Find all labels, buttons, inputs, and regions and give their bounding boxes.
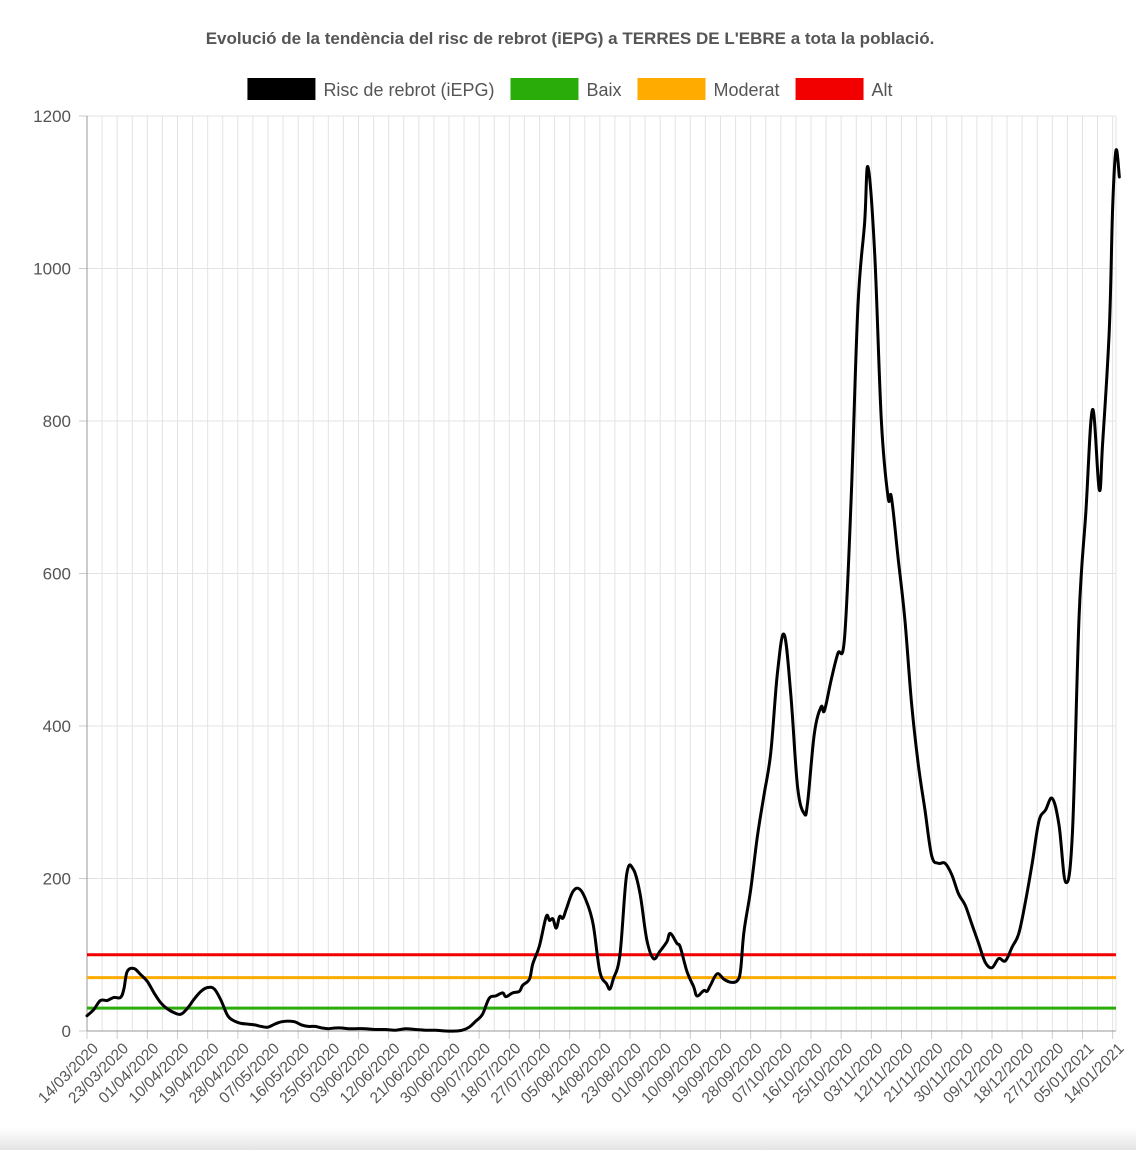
legend-item[interactable]: Baix — [510, 78, 622, 100]
legend-label: Moderat — [714, 80, 780, 100]
legend-swatch — [795, 78, 864, 100]
y-axis: 0 200 400 600 800 1000 1200 — [33, 107, 88, 1041]
legend-swatch — [637, 78, 706, 100]
x-axis: 14/03/202023/03/202001/04/202010/04/2020… — [35, 1030, 1128, 1107]
y-tick-label: 400 — [43, 717, 71, 736]
legend-label: Baix — [586, 80, 621, 100]
legend-item[interactable]: Risc de rebrot (iEPG) — [247, 78, 494, 100]
legend-label: Alt — [872, 80, 893, 100]
grid — [86, 115, 1117, 1032]
bottom-fade — [0, 1128, 1136, 1150]
legend-swatch — [510, 78, 579, 100]
y-tick-label: 600 — [43, 565, 71, 584]
chart-title: Evolució de la tendència del risc de reb… — [206, 29, 935, 48]
y-tick-label: 0 — [62, 1022, 71, 1041]
y-tick-label: 1200 — [33, 107, 71, 126]
series-line-iepg — [85, 148, 1121, 1033]
series-layer — [85, 148, 1121, 1033]
legend-item[interactable]: Moderat — [637, 78, 780, 100]
legend: Risc de rebrot (iEPG) Baix Moderat Alt — [247, 78, 893, 100]
y-tick-label: 800 — [43, 412, 71, 431]
legend-label: Risc de rebrot (iEPG) — [323, 80, 494, 100]
legend-swatch — [247, 78, 316, 100]
legend-item[interactable]: Alt — [795, 78, 893, 100]
y-tick-label: 1000 — [33, 260, 71, 279]
y-tick-label: 200 — [43, 870, 71, 889]
